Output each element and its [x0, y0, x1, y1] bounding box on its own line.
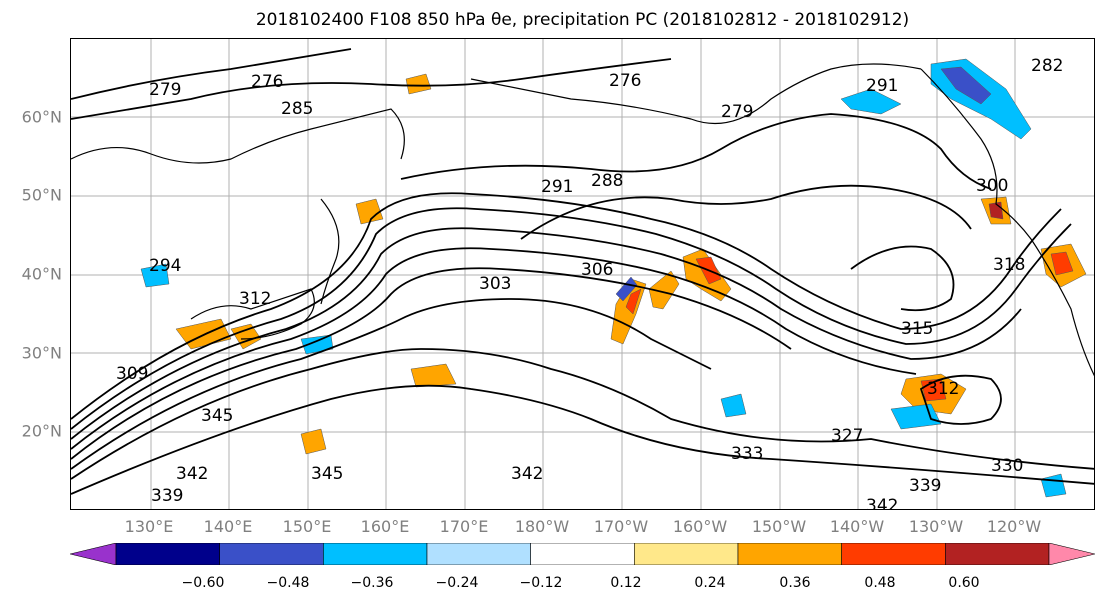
- lon-label: 120°W: [986, 517, 1042, 536]
- contour-label: 276: [609, 71, 641, 91]
- colorbar-cell: [323, 543, 428, 565]
- contour-label: 306: [581, 260, 613, 280]
- contour-label: 315: [901, 319, 933, 339]
- colorbar: [70, 543, 1095, 565]
- theta-e-contours: [71, 48, 1094, 495]
- lat-label: 20°N: [21, 421, 62, 441]
- contour-label: 312: [927, 379, 959, 399]
- contour-label: 291: [866, 76, 898, 96]
- lon-label: 130°W: [908, 517, 964, 536]
- map-svg: 279 276 285 276 279 291 282 291 288 294 …: [71, 39, 1094, 510]
- contour-label: 303: [479, 274, 511, 294]
- contour-label: 279: [149, 80, 181, 100]
- contour-label: 345: [201, 406, 233, 426]
- lat-label: 30°N: [21, 343, 62, 363]
- contour-label: 345: [311, 464, 343, 484]
- colorbar-cell: [426, 543, 531, 565]
- lon-label: 140°E: [203, 517, 253, 536]
- contour-label: 339: [151, 486, 183, 506]
- contour-label: 318: [993, 255, 1025, 275]
- contour-label: 342: [511, 464, 543, 484]
- precip-shading: [140, 58, 1087, 498]
- contour-label: 282: [1031, 56, 1063, 76]
- colorbar-tick: 0.36: [779, 575, 811, 591]
- contour-label: 294: [149, 256, 181, 276]
- colorbar-cell: [945, 543, 1050, 565]
- colorbar-extend-low: [70, 543, 117, 565]
- lat-label: 40°N: [21, 264, 62, 284]
- lon-label: 150°E: [282, 517, 332, 536]
- colorbar-tick: −0.12: [519, 575, 563, 591]
- colorbar-tick: −0.24: [435, 575, 479, 591]
- lon-label: 180°W: [514, 517, 570, 536]
- colorbar-tick: 0.60: [948, 575, 980, 591]
- lat-label: 60°N: [21, 107, 62, 127]
- colorbar-tick: 0.12: [610, 575, 642, 591]
- lon-label: 160°E: [360, 517, 410, 536]
- colorbar-tick: −0.36: [350, 575, 394, 591]
- contour-labels: 279 276 285 276 279 291 282 291 288 294 …: [116, 56, 1063, 510]
- lon-label: 170°W: [593, 517, 649, 536]
- colorbar-tick: 0.24: [694, 575, 726, 591]
- contour-label: 285: [281, 99, 313, 119]
- colorbar-cell: [530, 543, 635, 565]
- colorbar-cell: [634, 543, 739, 565]
- contour-label: 327: [831, 426, 863, 446]
- lon-label: 160°W: [672, 517, 728, 536]
- contour-label: 279: [721, 102, 753, 122]
- colorbar-tick: −0.60: [181, 575, 225, 591]
- contour-label: 339: [909, 476, 941, 496]
- lat-label: 50°N: [21, 185, 62, 205]
- map-panel: 279 276 285 276 279 291 282 291 288 294 …: [70, 38, 1095, 510]
- contour-label: 330: [991, 456, 1023, 476]
- lon-label: 170°E: [439, 517, 489, 536]
- contour-label: 300: [976, 176, 1008, 196]
- contour-label: 333: [731, 444, 763, 464]
- contour-label: 312: [239, 289, 271, 309]
- contour-label: 288: [591, 171, 623, 191]
- colorbar-cell: [219, 543, 324, 565]
- colorbar-cell: [115, 543, 220, 565]
- lon-label: 140°W: [829, 517, 885, 536]
- colorbar-extend-high: [1048, 543, 1095, 565]
- contour-label: 276: [251, 72, 283, 92]
- figure-title: 2018102400 F108 850 hPa θe, precipitatio…: [255, 10, 910, 30]
- colorbar-cell: [841, 543, 946, 565]
- contour-label: 342: [176, 464, 208, 484]
- contour-label: 342: [866, 496, 898, 510]
- colorbar-cell: [737, 543, 842, 565]
- contour-label: 291: [541, 177, 573, 197]
- colorbar-tick: 0.48: [864, 575, 896, 591]
- lon-label: 150°W: [751, 517, 807, 536]
- lon-label: 130°E: [124, 517, 174, 536]
- coastlines: [71, 63, 1094, 377]
- colorbar-tick: −0.48: [266, 575, 310, 591]
- contour-label: 309: [116, 364, 148, 384]
